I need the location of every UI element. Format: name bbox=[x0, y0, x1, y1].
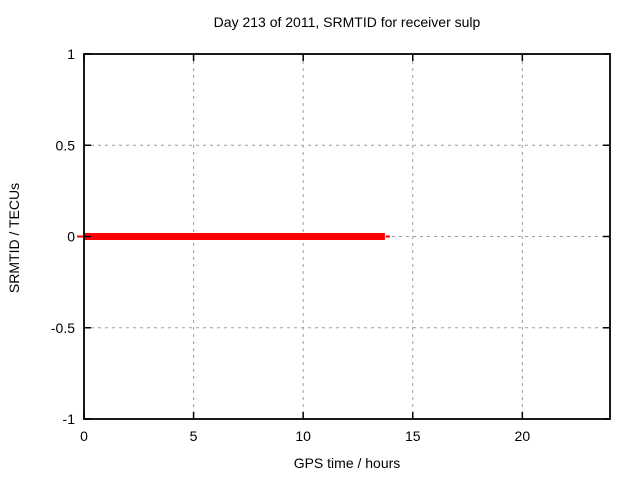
x-tick-label: 5 bbox=[190, 428, 198, 444]
y-axis-label: SRMTID / TECUs bbox=[6, 183, 22, 293]
labels-layer: 0 5 10 15 20 1 0.5 0 -0.5 -1 bbox=[51, 46, 530, 444]
y-tick-label: 0.5 bbox=[56, 137, 76, 153]
y-tick-label: -1 bbox=[63, 411, 76, 427]
x-tick-label: 0 bbox=[80, 428, 88, 444]
x-tick-label: 15 bbox=[405, 428, 421, 444]
y-tick-label: 1 bbox=[67, 46, 75, 62]
chart-title: Day 213 of 2011, SRMTID for receiver sul… bbox=[214, 14, 481, 30]
x-axis-label: GPS time / hours bbox=[294, 455, 401, 471]
x-tick-label: 10 bbox=[295, 428, 311, 444]
y-tick-label: -0.5 bbox=[51, 320, 75, 336]
y-tick-label: 0 bbox=[67, 229, 75, 245]
x-tick-label: 20 bbox=[515, 428, 531, 444]
ticks-layer bbox=[83, 53, 610, 420]
